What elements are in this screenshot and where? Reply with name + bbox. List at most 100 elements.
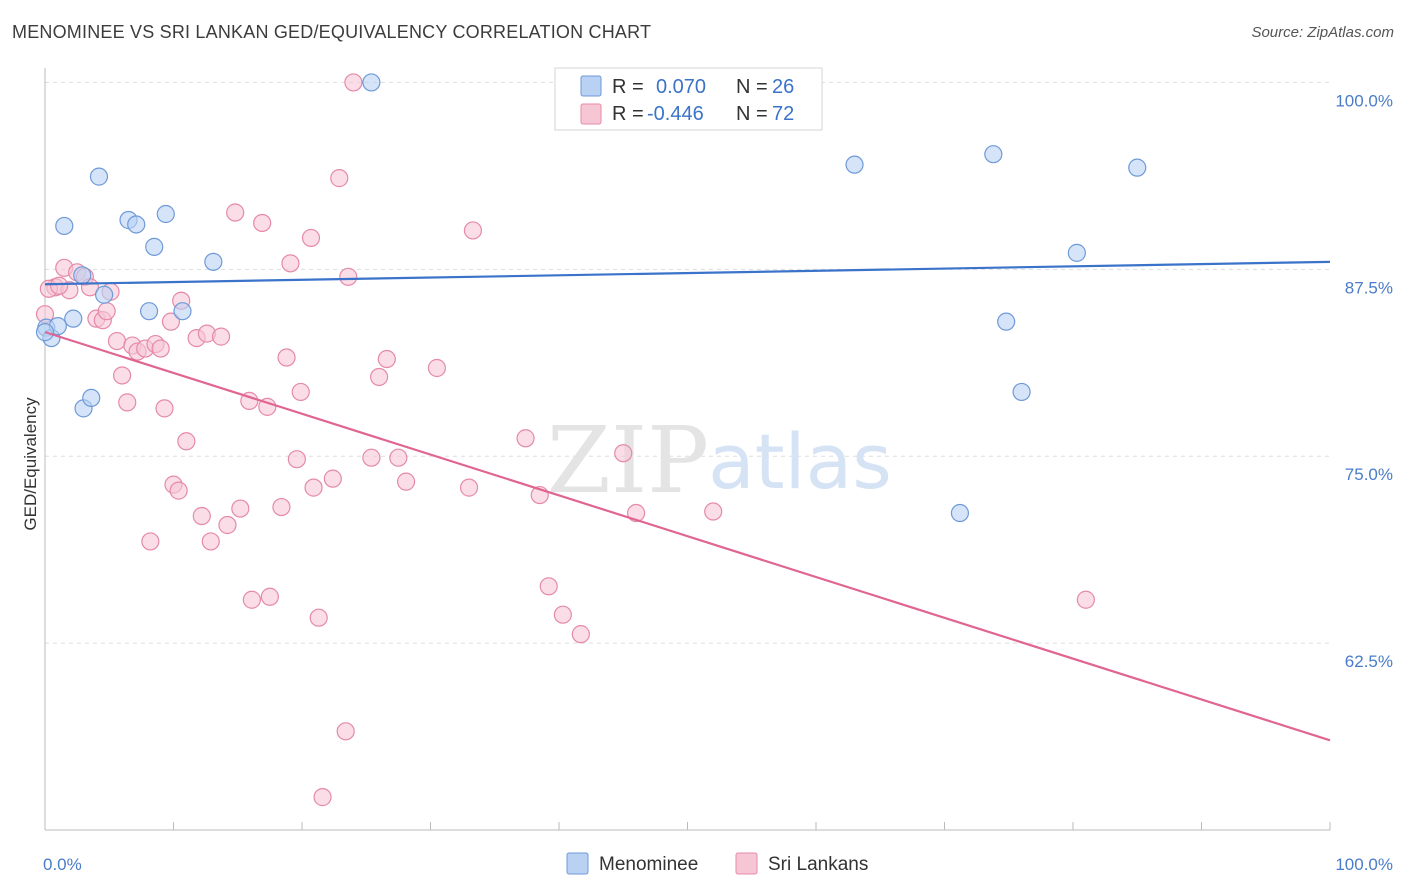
srilankan-point-21 bbox=[161, 312, 181, 331]
srilankan-point-67 bbox=[626, 503, 646, 523]
y-tick-label-3: 62.5% bbox=[1345, 652, 1393, 671]
srilankan-point-60 bbox=[463, 221, 483, 240]
legend-r-label-menominee: R = bbox=[612, 76, 644, 98]
bottom-legend-swatch-menominee bbox=[566, 852, 589, 875]
srilankan-point-12 bbox=[112, 366, 132, 385]
menominee-point-18 bbox=[845, 155, 864, 174]
srilankan-point-57 bbox=[396, 472, 416, 491]
trend-lines bbox=[44, 260, 1331, 742]
srilankan-point-48 bbox=[323, 469, 342, 488]
legend-n-value-menominee: 26 bbox=[772, 76, 794, 98]
x-tick-labels: 0.0% 100.0% bbox=[43, 855, 1393, 874]
srilankan-point-63 bbox=[539, 577, 558, 596]
srilankan-point-31 bbox=[218, 515, 237, 535]
srilankan-point-42 bbox=[287, 450, 306, 469]
srilankan-point-58 bbox=[427, 358, 447, 378]
menominee-point-15 bbox=[173, 302, 192, 321]
y-tick-label-2: 75.0% bbox=[1345, 465, 1393, 484]
menominee-point-21 bbox=[1012, 382, 1031, 402]
srilankan-point-41 bbox=[281, 254, 300, 273]
legend-r-value-srilankan: -0.446 bbox=[647, 103, 704, 125]
srilankan-point-45 bbox=[304, 478, 323, 497]
srilankan-point-39 bbox=[272, 497, 291, 517]
menominee-point-20 bbox=[997, 312, 1016, 331]
y-tick-label-0: 100.0% bbox=[1335, 91, 1393, 110]
menominee-point-9 bbox=[95, 285, 114, 304]
menominee-point-19 bbox=[984, 145, 1003, 164]
srilankan-point-36 bbox=[253, 213, 272, 233]
menominee-point-8 bbox=[89, 167, 109, 186]
srilankan-point-23 bbox=[169, 481, 188, 500]
srilankan-point-9 bbox=[97, 302, 116, 321]
srilankan-point-65 bbox=[571, 625, 590, 644]
y-tick-label-1: 87.5% bbox=[1345, 278, 1393, 297]
srilankan-point-46 bbox=[309, 608, 328, 627]
srilankan-point-50 bbox=[336, 722, 355, 741]
bottom-legend-label-menominee: Menominee bbox=[599, 854, 698, 875]
legend-swatch-srilankan bbox=[580, 103, 602, 125]
srilankan-point-47 bbox=[313, 788, 332, 807]
srilankan-point-64 bbox=[553, 605, 572, 624]
srilankan-point-44 bbox=[301, 228, 321, 248]
srilankan-point-20 bbox=[155, 399, 174, 418]
srilankan-point-38 bbox=[260, 587, 279, 606]
menominee-point-3 bbox=[55, 216, 74, 236]
bottom-legend-swatch-srilankan bbox=[735, 852, 758, 875]
menominee-point-22 bbox=[950, 503, 970, 523]
y-tick-labels: 100.0% 87.5% 75.0% 62.5% bbox=[1335, 91, 1393, 671]
menominee-points bbox=[35, 73, 1147, 523]
srilankan-point-37 bbox=[258, 397, 277, 416]
srilankan-point-69 bbox=[1076, 590, 1095, 609]
menominee-point-23 bbox=[1067, 243, 1086, 262]
srilankan-point-55 bbox=[377, 349, 396, 369]
menominee-point-7 bbox=[82, 388, 101, 408]
srilankan-point-49 bbox=[330, 169, 349, 188]
menominee-point-4 bbox=[64, 309, 83, 328]
x-tick-label-1: 100.0% bbox=[1335, 855, 1393, 874]
srilankan-point-40 bbox=[277, 348, 296, 367]
srilankan-point-61 bbox=[516, 429, 535, 448]
srilankan-point-32 bbox=[226, 203, 245, 222]
menominee-point-17 bbox=[362, 73, 381, 92]
srilankan-point-25 bbox=[177, 432, 196, 451]
srilankan-point-56 bbox=[389, 448, 408, 467]
srilankan-point-19 bbox=[151, 339, 170, 358]
legend-n-label-menominee: N = bbox=[736, 76, 768, 98]
legend-r-label-srilankan: R = bbox=[612, 103, 644, 125]
menominee-point-12 bbox=[139, 302, 159, 321]
y-axis-title: GED/Equivalency bbox=[21, 397, 40, 531]
srilankan-point-43 bbox=[291, 382, 310, 402]
menominee-point-13 bbox=[145, 237, 164, 256]
srilankan-point-17 bbox=[141, 532, 160, 551]
x-tick-label-0: 0.0% bbox=[43, 855, 82, 874]
legend-r-value-menominee: 0.070 bbox=[656, 76, 706, 98]
srilankan-point-71 bbox=[50, 276, 69, 295]
legend-n-value-srilankan: 72 bbox=[772, 103, 794, 125]
menominee-point-11 bbox=[127, 215, 146, 234]
srilankan-point-30 bbox=[211, 327, 231, 346]
chart-title: MENOMINEE VS SRI LANKAN GED/EQUIVALENCY … bbox=[12, 22, 652, 42]
srilankan-point-53 bbox=[362, 448, 381, 467]
menominee-point-24 bbox=[1128, 158, 1147, 177]
srilankan-point-13 bbox=[118, 393, 137, 412]
watermark: ZIP atlas bbox=[547, 407, 892, 514]
bottom-legend-label-srilankan: Sri Lankans bbox=[768, 854, 868, 875]
srilankan-point-27 bbox=[192, 506, 211, 526]
bottom-legend: Menominee Sri Lankans bbox=[566, 852, 868, 875]
legend-n-label-srilankan: N = bbox=[736, 103, 768, 125]
srilankan-point-11 bbox=[107, 331, 127, 351]
chart-source: Source: ZipAtlas.com bbox=[1251, 24, 1394, 41]
menominee-point-5 bbox=[73, 266, 92, 285]
srilankan-point-68 bbox=[704, 502, 723, 521]
menominee-trend-line bbox=[44, 260, 1331, 286]
srilankan-point-59 bbox=[459, 478, 479, 497]
srilankan-point-66 bbox=[614, 444, 633, 463]
legend-swatch-menominee bbox=[580, 75, 602, 97]
axes bbox=[44, 68, 1331, 831]
srilankan-point-29 bbox=[201, 532, 220, 551]
menominee-point-16 bbox=[204, 252, 223, 271]
srilankan-trend-line bbox=[44, 331, 1331, 742]
srilankan-point-51 bbox=[339, 267, 358, 286]
srilankan-point-35 bbox=[242, 590, 261, 609]
